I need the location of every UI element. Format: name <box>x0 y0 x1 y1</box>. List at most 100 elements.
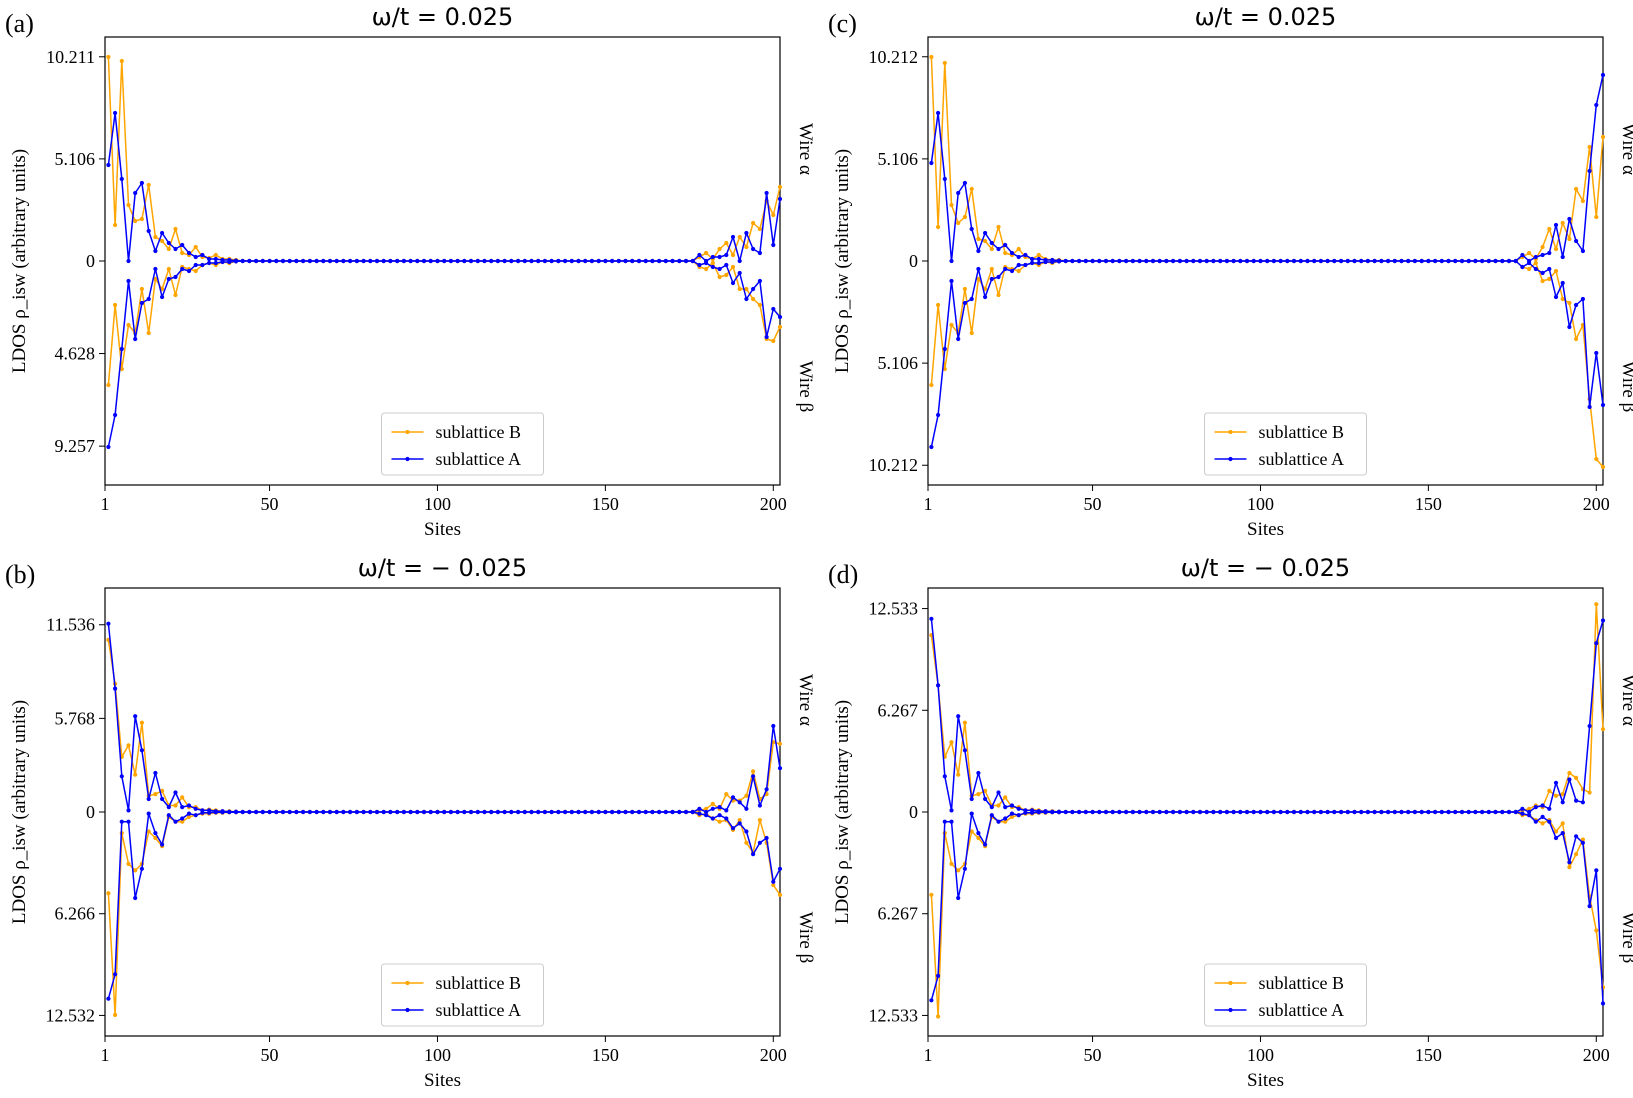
data-point <box>717 254 722 260</box>
data-point <box>542 258 548 264</box>
data-point <box>942 346 947 352</box>
y-tick-label: 10.212 <box>869 455 919 475</box>
data-point <box>160 230 165 236</box>
data-point <box>1600 464 1606 470</box>
series-sublattice-a <box>929 616 1606 1006</box>
x-tick-label: 150 <box>592 1045 619 1065</box>
data-point <box>415 258 420 264</box>
data-point <box>1574 302 1579 308</box>
x-tick-label: 50 <box>261 494 279 514</box>
data-point <box>949 202 954 208</box>
data-point <box>133 336 138 342</box>
data-point <box>213 810 218 815</box>
data-point <box>166 276 171 282</box>
data-point <box>737 270 742 276</box>
data-point <box>1406 809 1411 815</box>
data-point <box>287 258 292 264</box>
data-point <box>1513 258 1518 264</box>
data-point <box>1332 809 1337 815</box>
data-point <box>1036 260 1041 266</box>
data-point <box>724 792 729 797</box>
data-point <box>193 806 198 811</box>
data-point <box>704 809 709 815</box>
data-point <box>549 258 554 264</box>
data-point <box>119 58 124 64</box>
data-point <box>704 266 709 272</box>
data-point <box>1600 1001 1606 1006</box>
data-point <box>683 258 689 264</box>
data-point <box>1197 809 1203 815</box>
data-point <box>1560 296 1565 302</box>
data-point <box>969 226 974 232</box>
legend: sublattice B sublattice A <box>381 412 544 476</box>
data-point <box>193 244 198 250</box>
x-tick-label: 50 <box>1084 1045 1102 1065</box>
data-point <box>1339 258 1344 264</box>
data-point <box>139 720 144 725</box>
data-point <box>1171 809 1176 815</box>
data-point <box>1009 811 1015 816</box>
data-point <box>697 806 702 811</box>
data-point <box>126 861 131 867</box>
data-point <box>321 258 326 264</box>
data-point <box>139 180 144 186</box>
data-point <box>106 162 111 168</box>
data-point <box>1540 270 1545 276</box>
data-point <box>301 258 306 264</box>
data-point <box>522 809 527 815</box>
data-point <box>213 256 218 262</box>
data-point <box>173 292 178 298</box>
data-point <box>1251 809 1256 815</box>
data-point <box>710 816 715 821</box>
x-tick-label: 200 <box>1583 494 1610 514</box>
data-point <box>737 286 742 292</box>
data-point <box>1030 810 1035 815</box>
data-point <box>771 882 776 888</box>
data-point <box>1453 809 1458 815</box>
data-point <box>1426 258 1431 264</box>
x-tick-label: 1 <box>924 1045 933 1065</box>
data-point <box>1003 242 1008 248</box>
data-point <box>1345 258 1350 264</box>
data-point <box>139 286 144 292</box>
data-point <box>1197 258 1203 264</box>
data-point <box>969 811 974 816</box>
data-point <box>949 861 954 867</box>
data-point <box>1117 258 1122 264</box>
data-point <box>139 866 144 871</box>
series-line-upper <box>930 56 1604 262</box>
series-line-upper <box>930 74 1604 262</box>
data-point <box>274 809 279 815</box>
data-point <box>1527 250 1532 256</box>
data-point <box>1594 868 1599 873</box>
data-point <box>650 809 655 815</box>
data-point <box>576 809 581 815</box>
data-point <box>448 258 453 264</box>
data-point <box>989 276 994 282</box>
data-point <box>1036 256 1041 262</box>
data-point <box>166 240 171 246</box>
data-point <box>260 809 265 815</box>
data-point <box>616 258 621 264</box>
y-axis-label: LDOS ρ_isw (arbitrary units) <box>9 149 30 373</box>
data-point <box>697 811 702 816</box>
data-point <box>274 258 279 264</box>
data-point <box>1553 246 1559 252</box>
data-point <box>113 686 118 691</box>
data-point <box>1540 821 1545 826</box>
data-point <box>1077 258 1082 264</box>
data-point <box>1298 809 1303 815</box>
data-point <box>1587 790 1592 795</box>
data-point <box>549 809 554 815</box>
data-point <box>348 258 353 264</box>
data-point <box>126 819 131 824</box>
data-point <box>989 246 994 252</box>
data-point <box>976 770 981 776</box>
data-point <box>193 254 198 260</box>
data-point <box>1600 402 1606 408</box>
data-point <box>697 252 702 258</box>
data-point <box>704 260 709 266</box>
data-point <box>1594 350 1599 356</box>
data-point <box>166 266 171 272</box>
data-point <box>1574 852 1579 857</box>
